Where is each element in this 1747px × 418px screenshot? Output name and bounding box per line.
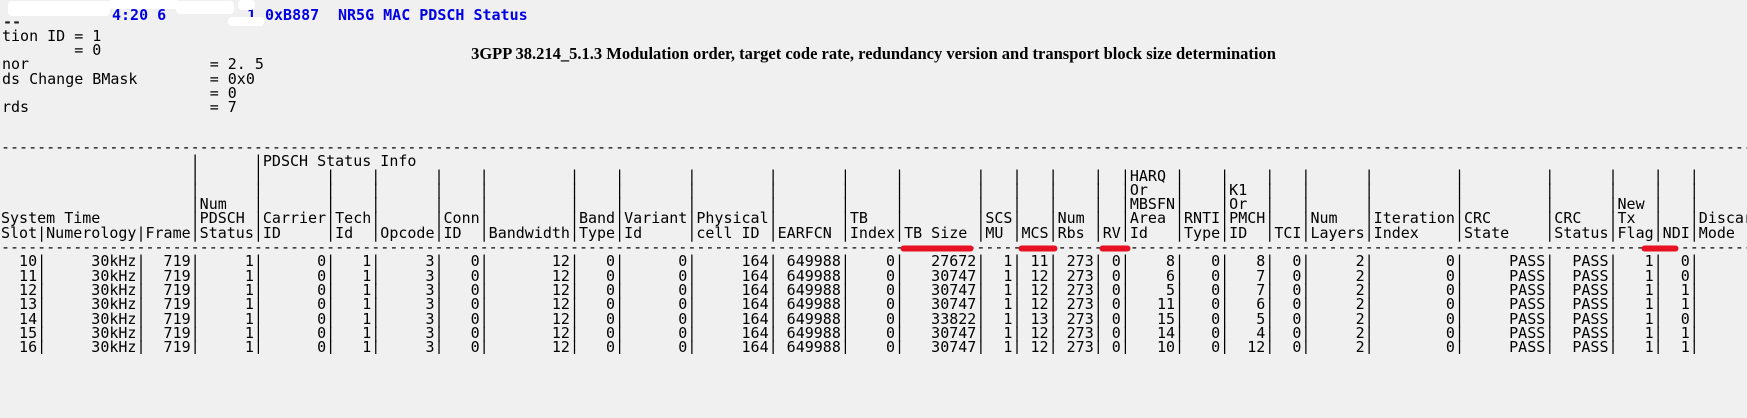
whiteout-patch [238, 0, 255, 10]
packet-info-block: tion ID = 1 = 0 nor = 2. 5 ds Change BMa… [2, 27, 264, 117]
annotation-underline-mcs [1019, 246, 1057, 251]
annotation-underline-ndi [1642, 246, 1678, 251]
timestamp-fragment: 4:20 6 [112, 6, 167, 24]
spec-reference-title: 3GPP 38.214_5.1.3 Modulation order, targ… [471, 44, 1276, 63]
whiteout-patch [228, 17, 264, 26]
annotation-underline-tb-size [901, 246, 973, 251]
log-code: 0xB887 [265, 6, 320, 24]
pdsch-status-table: ----------------------------------------… [1, 140, 1747, 355]
whiteout-patch [176, 1, 234, 14]
log-title-line: -- 4:20 6 1 0xB887 NR5G MAC PDSCH Status [0, 6, 1747, 31]
timestamp-fragment-2: 1 [247, 6, 257, 24]
log-name: NR5G MAC PDSCH Status [338, 6, 528, 24]
whiteout-patch [108, 0, 180, 9]
clipped-left-dashes: -- [3, 13, 22, 31]
annotation-underline-rv [1100, 246, 1130, 251]
whiteout-patch [8, 1, 110, 16]
